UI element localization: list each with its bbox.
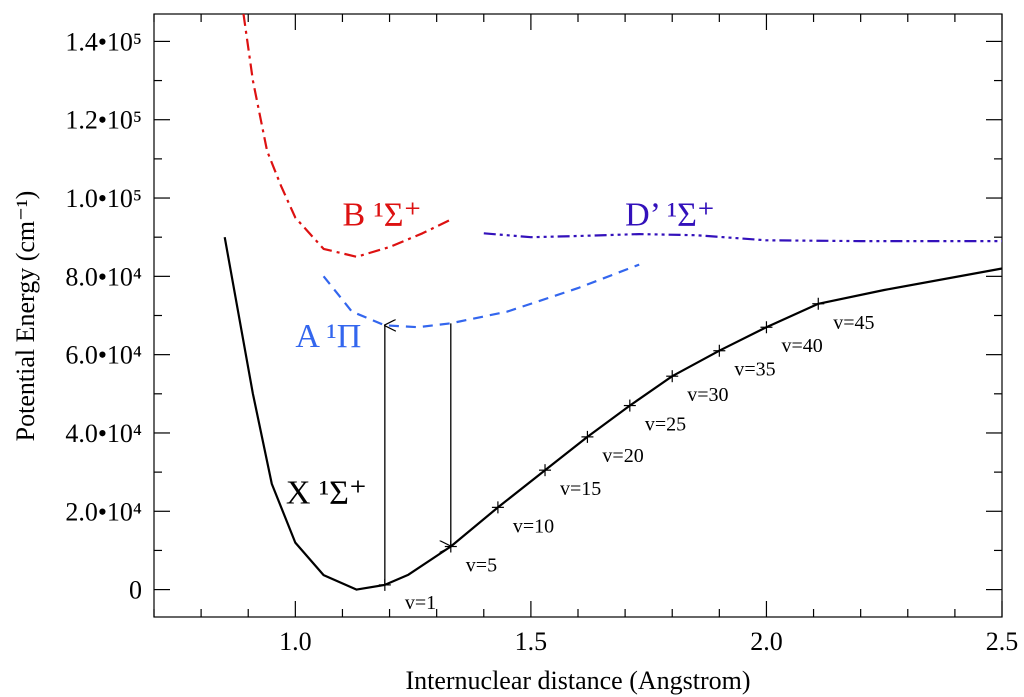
curve-d [483, 232, 1002, 243]
vibrational-level-label: v=35 [734, 359, 775, 381]
state-label-d: D’ ¹Σ⁺ [625, 196, 715, 233]
vibrational-level-label: v=25 [645, 414, 686, 436]
curve-a [322, 263, 640, 329]
vibrational-level-label: v=20 [602, 445, 643, 467]
x-tick-label: 2.0 [750, 627, 783, 656]
x-tick-label: 1.0 [279, 627, 312, 656]
x-tick-label: 2.5 [986, 627, 1019, 656]
state-label-a: A ¹Π [295, 318, 361, 355]
vibrational-level-v-25: v=25 [623, 399, 686, 436]
vibrational-level-label: v=40 [781, 335, 822, 357]
x-tick-label: 1.5 [515, 627, 548, 656]
x-tick-labels: 1.0 1.5 2.0 2.5 [279, 627, 1018, 656]
vibrational-level-v-40: v=40 [760, 321, 823, 357]
vibrational-level-v-45: v=45 [812, 297, 875, 334]
vibrational-level-label: v=1 [405, 592, 436, 614]
y-tick-label: 4.0•10⁴ [65, 419, 142, 448]
vibrational-level-v-5: v=5 [444, 540, 497, 577]
curve-b [242, 13, 452, 258]
vibrational-level-v-20: v=20 [581, 430, 644, 467]
vibrational-level-label: v=45 [833, 312, 874, 334]
y-tick-label: 1.2•10⁵ [65, 106, 142, 135]
y-tick-label: 8.0•10⁴ [65, 262, 142, 291]
vibrational-level-markers: v=1 v=5 v=10 v=15v=20v=25v=30 v=35 v=40 v=45 [378, 297, 875, 614]
curve-x [223, 237, 1003, 591]
state-label-x: X ¹Σ⁺ [286, 474, 367, 511]
state-labels: X ¹Σ⁺ A ¹Π B ¹Σ⁺ D’ ¹Σ⁺ [286, 196, 715, 511]
vibrational-level-v-30: v=30 [666, 370, 729, 406]
vibrational-level-label: v=30 [687, 384, 728, 406]
vibrational-level-label: v=5 [466, 555, 497, 577]
y-tick-label: 1.0•10⁵ [65, 184, 142, 213]
y-tick-labels: 0 2.0•10⁴ 4.0•10⁴ 6.0•10⁴ 8.0•10⁴ 1.0•10⁵ 1.2•… [65, 27, 142, 604]
y-tick-label: 1.4•10⁵ [65, 27, 142, 56]
y-tick-label: 6.0•10⁴ [65, 341, 142, 370]
vibrational-level-v-35: v=35 [713, 344, 776, 381]
vibrational-level-v-1: v=1 [378, 578, 436, 614]
vibrational-level-v-15: v=15 [539, 464, 601, 500]
plot-frame [153, 13, 1003, 618]
state-label-b: B ¹Σ⁺ [342, 196, 421, 233]
y-tick-label: 0 [129, 576, 142, 605]
axis-ticks [153, 14, 1003, 617]
y-axis-title: Potential Energy (cm⁻¹) [11, 191, 40, 442]
y-tick-label: 2.0•10⁴ [65, 497, 142, 526]
transition-arrows [385, 323, 451, 585]
vibrational-level-label: v=15 [560, 478, 601, 500]
x-axis-title: Internuclear distance (Angstrom) [405, 666, 750, 695]
vibrational-level-v-10: v=10 [491, 501, 554, 537]
vibrational-level-label: v=10 [513, 515, 554, 537]
